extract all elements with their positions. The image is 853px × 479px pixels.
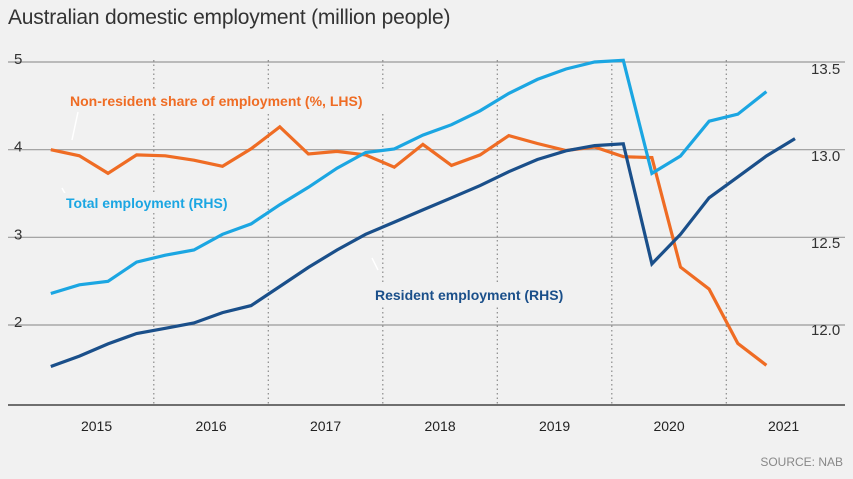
series-line-1 [50,58,768,296]
y-left-tick-label: 2 [14,314,22,331]
y-left-tick-label: 3 [14,226,22,243]
y-right-tick-label: 12.0 [811,322,840,339]
series-label-nonresident: Non-resident share of employment (%, LHS… [70,93,362,109]
x-tick-label: 2019 [539,418,570,434]
x-tick-label: 2017 [310,418,341,434]
y-left-tick-label: 4 [14,139,22,156]
label-bg [63,193,265,213]
series-label-total: Total employment (RHS) [66,195,228,211]
series-line-2 [50,137,796,369]
series-label-resident: Resident employment (RHS) [375,287,563,303]
y-left-tick-label: 5 [14,51,22,68]
x-tick-label: 2021 [768,418,799,434]
source-note: SOURCE: NAB [760,455,843,469]
x-tick-label: 2016 [195,418,226,434]
x-tick-label: 2020 [653,418,684,434]
y-right-tick-label: 13.0 [811,148,840,165]
chart-title: Australian domestic employment (million … [8,6,451,29]
label-leader [371,257,379,271]
x-tick-label: 2015 [81,418,112,434]
label-leader [71,111,79,141]
y-right-tick-label: 12.5 [811,235,840,252]
x-tick-label: 2018 [424,418,455,434]
label-bg [372,285,610,305]
label-bg [67,91,445,111]
y-right-tick-label: 13.5 [811,61,840,78]
